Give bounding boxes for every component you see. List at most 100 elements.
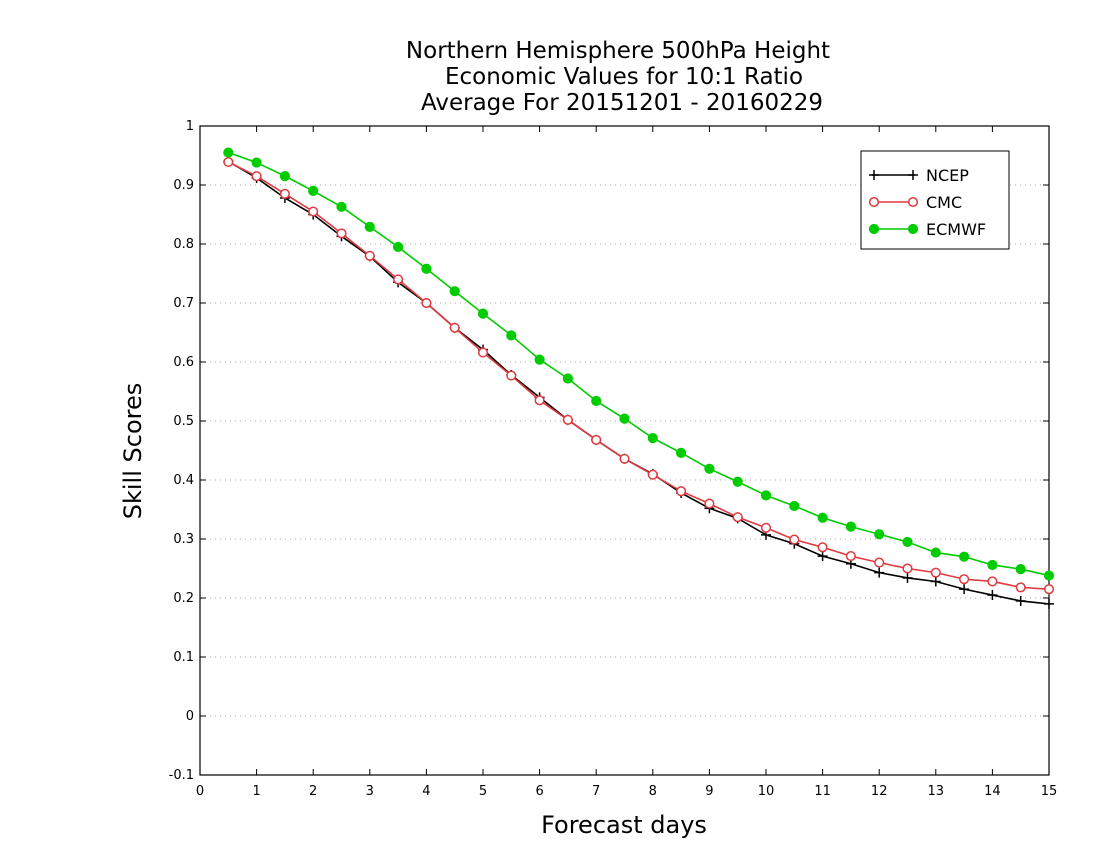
data-point [1015,582,1026,593]
data-point [364,221,375,232]
data-point [1015,563,1026,575]
chart-title-line-1: Northern Hemisphere 500hPa Height [406,38,830,64]
y-tick-label: 0.9 [173,178,194,193]
y-tick-label: 0 [186,709,194,724]
y-tick-label: 1 [186,119,194,134]
data-point [477,308,489,319]
data-point [619,453,630,464]
data-point [223,147,234,158]
data-point [336,228,347,239]
y-tick-label: 0.7 [173,296,194,311]
data-point [732,512,743,523]
series-cmc [223,156,1055,595]
x-tick-label: 2 [309,784,317,799]
data-point [789,500,800,512]
data-point [477,347,489,358]
data-point [732,476,743,487]
data-point [845,551,856,562]
data-point [506,330,517,341]
x-tick-label: 8 [649,784,657,799]
data-point [647,433,658,444]
y-tick-label: 0.3 [173,532,194,547]
data-point [959,574,970,585]
data-point [930,547,941,558]
series-lines [223,147,1055,609]
data-point [930,576,941,587]
data-point [562,373,574,384]
legend-item-ncep: NCEP [869,166,969,185]
data-point [308,185,319,196]
data-point [760,522,772,533]
y-tick-label: 0.8 [173,237,194,252]
data-point [279,171,290,182]
data-point [817,551,828,562]
data-point [868,196,880,208]
data-point [449,286,460,297]
data-point [421,297,432,309]
data-point [676,486,687,497]
data-point [1043,570,1055,581]
data-point [336,201,347,212]
x-tick-label: 1 [252,784,260,799]
y-tick-label: 0.6 [173,355,194,370]
data-point [869,170,879,180]
data-point [902,572,913,583]
legend-box [860,150,1010,250]
data-point [647,469,658,480]
data-point [364,250,375,261]
data-point [308,206,319,217]
data-point [845,521,857,532]
data-point [591,434,602,445]
x-tick-label: 15 [1041,784,1058,799]
data-point [868,223,880,235]
x-tick-label: 10 [758,784,775,799]
data-point [874,529,885,540]
chart-title-line-3: Average For 20151201 - 20160229 [421,90,823,116]
data-point [874,557,885,568]
data-point [704,498,715,509]
y-tick-label: 0.2 [173,591,194,606]
data-point [449,322,460,333]
data-point [907,223,919,235]
y-tick-label: -0.1 [169,768,194,783]
data-point [279,188,290,199]
y-axis-label: Skill Scores [119,383,147,520]
data-point [817,542,828,553]
data-point [908,170,918,180]
y-tick-label: 0.5 [173,414,194,429]
y-tick-label: 0.4 [173,473,194,488]
x-tick-label: 14 [984,784,1001,799]
data-point [987,576,998,587]
x-axis-label: Forecast days [541,811,707,839]
data-point [704,463,715,474]
axis-ticks: -0.100.10.20.30.40.50.60.70.80.910 1 2 3 4 5 6… [169,119,1058,799]
data-point [393,274,404,285]
data-point [506,370,517,381]
data-point [562,414,573,425]
data-point [251,157,262,168]
x-tick-label: 0 [196,784,204,799]
data-point [1044,598,1054,609]
data-point [393,241,404,253]
data-point [959,584,970,595]
data-point [619,413,630,424]
data-point [789,534,800,545]
chart-title: Northern Hemisphere 500hPa Height Econom… [406,38,830,116]
x-tick-label: 6 [535,784,543,799]
data-point [1015,595,1026,606]
x-tick-label: 9 [705,784,713,799]
y-tick-label: 0.1 [173,650,194,665]
data-point [534,395,545,406]
data-point [987,590,998,601]
series-ecmwf [223,147,1055,581]
legend-label: CMC [926,193,962,212]
gridlines [200,184,1049,717]
data-point [930,567,941,578]
x-tick-label: 11 [814,784,831,799]
data-point [874,567,885,578]
legend-label: ECMWF [926,220,986,239]
x-tick-label: 12 [871,784,888,799]
data-point [223,156,234,168]
